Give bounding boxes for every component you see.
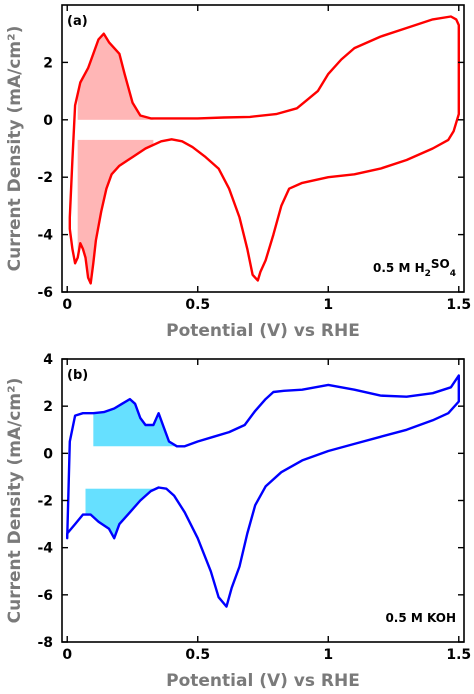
y-axis-label: Current Density (mA/cm²) (5, 378, 25, 624)
y-tick-label: -6 (37, 285, 53, 301)
shaded-region (85, 375, 185, 607)
panel-b: 0 0.5 1 1.5 -8 -6 -4 -2 0 2 4 (b) 0.5 M KOH Potent… (5, 352, 471, 691)
electrolyte-label: 0.5 M KOH (385, 611, 456, 625)
y-tick-label: -2 (37, 170, 53, 186)
x-tick-label: 1.5 (446, 647, 471, 663)
series-line (68, 15, 460, 285)
panel-label: (b) (67, 368, 88, 383)
y-tick-label: 0 (43, 113, 53, 129)
y-tick-label: 2 (43, 55, 53, 71)
panel-label: (a) (67, 14, 88, 29)
plot-frame (61, 4, 465, 293)
series-line (66, 374, 460, 608)
panel-a: 0 0.5 1 1.5 -6 -4 -2 0 2 (a) 0.5 M H2SO4 Potenti… (5, 4, 471, 341)
y-tick-label: 2 (43, 399, 53, 415)
x-tick-label: 0.5 (185, 647, 210, 663)
x-tick-label: 0.5 (185, 297, 210, 313)
y-tick-label: -4 (37, 228, 53, 244)
axis-ticks: 0 0.5 1 1.5 -6 -4 -2 0 2 (37, 5, 471, 313)
axis-ticks: 0 0.5 1 1.5 -8 -6 -4 -2 0 2 4 (37, 352, 471, 663)
anodic-fill (93, 375, 185, 447)
y-tick-label: -2 (37, 494, 53, 510)
x-tick-label: 0 (62, 297, 72, 313)
x-tick-label: 1 (323, 297, 333, 313)
cathodic-fill (77, 139, 154, 284)
y-tick-label: -6 (37, 588, 53, 604)
y-tick-label: -8 (37, 635, 53, 651)
x-tick-label: 0 (62, 647, 72, 663)
y-tick-label: 0 (43, 446, 53, 462)
electrolyte-label: 0.5 M H2SO4 (373, 257, 456, 279)
x-axis-label: Potential (V) vs RHE (166, 321, 360, 341)
x-tick-label: 1 (323, 647, 333, 663)
x-axis-label: Potential (V) vs RHE (166, 671, 360, 691)
y-tick-label: 4 (43, 352, 53, 368)
cv-curve (68, 15, 460, 285)
cv-curve (66, 374, 460, 608)
y-tick-label: -4 (37, 541, 53, 557)
cathodic-fill (85, 488, 167, 607)
x-tick-label: 1.5 (446, 297, 471, 313)
y-axis-label: Current Density (mA/cm²) (5, 26, 25, 272)
